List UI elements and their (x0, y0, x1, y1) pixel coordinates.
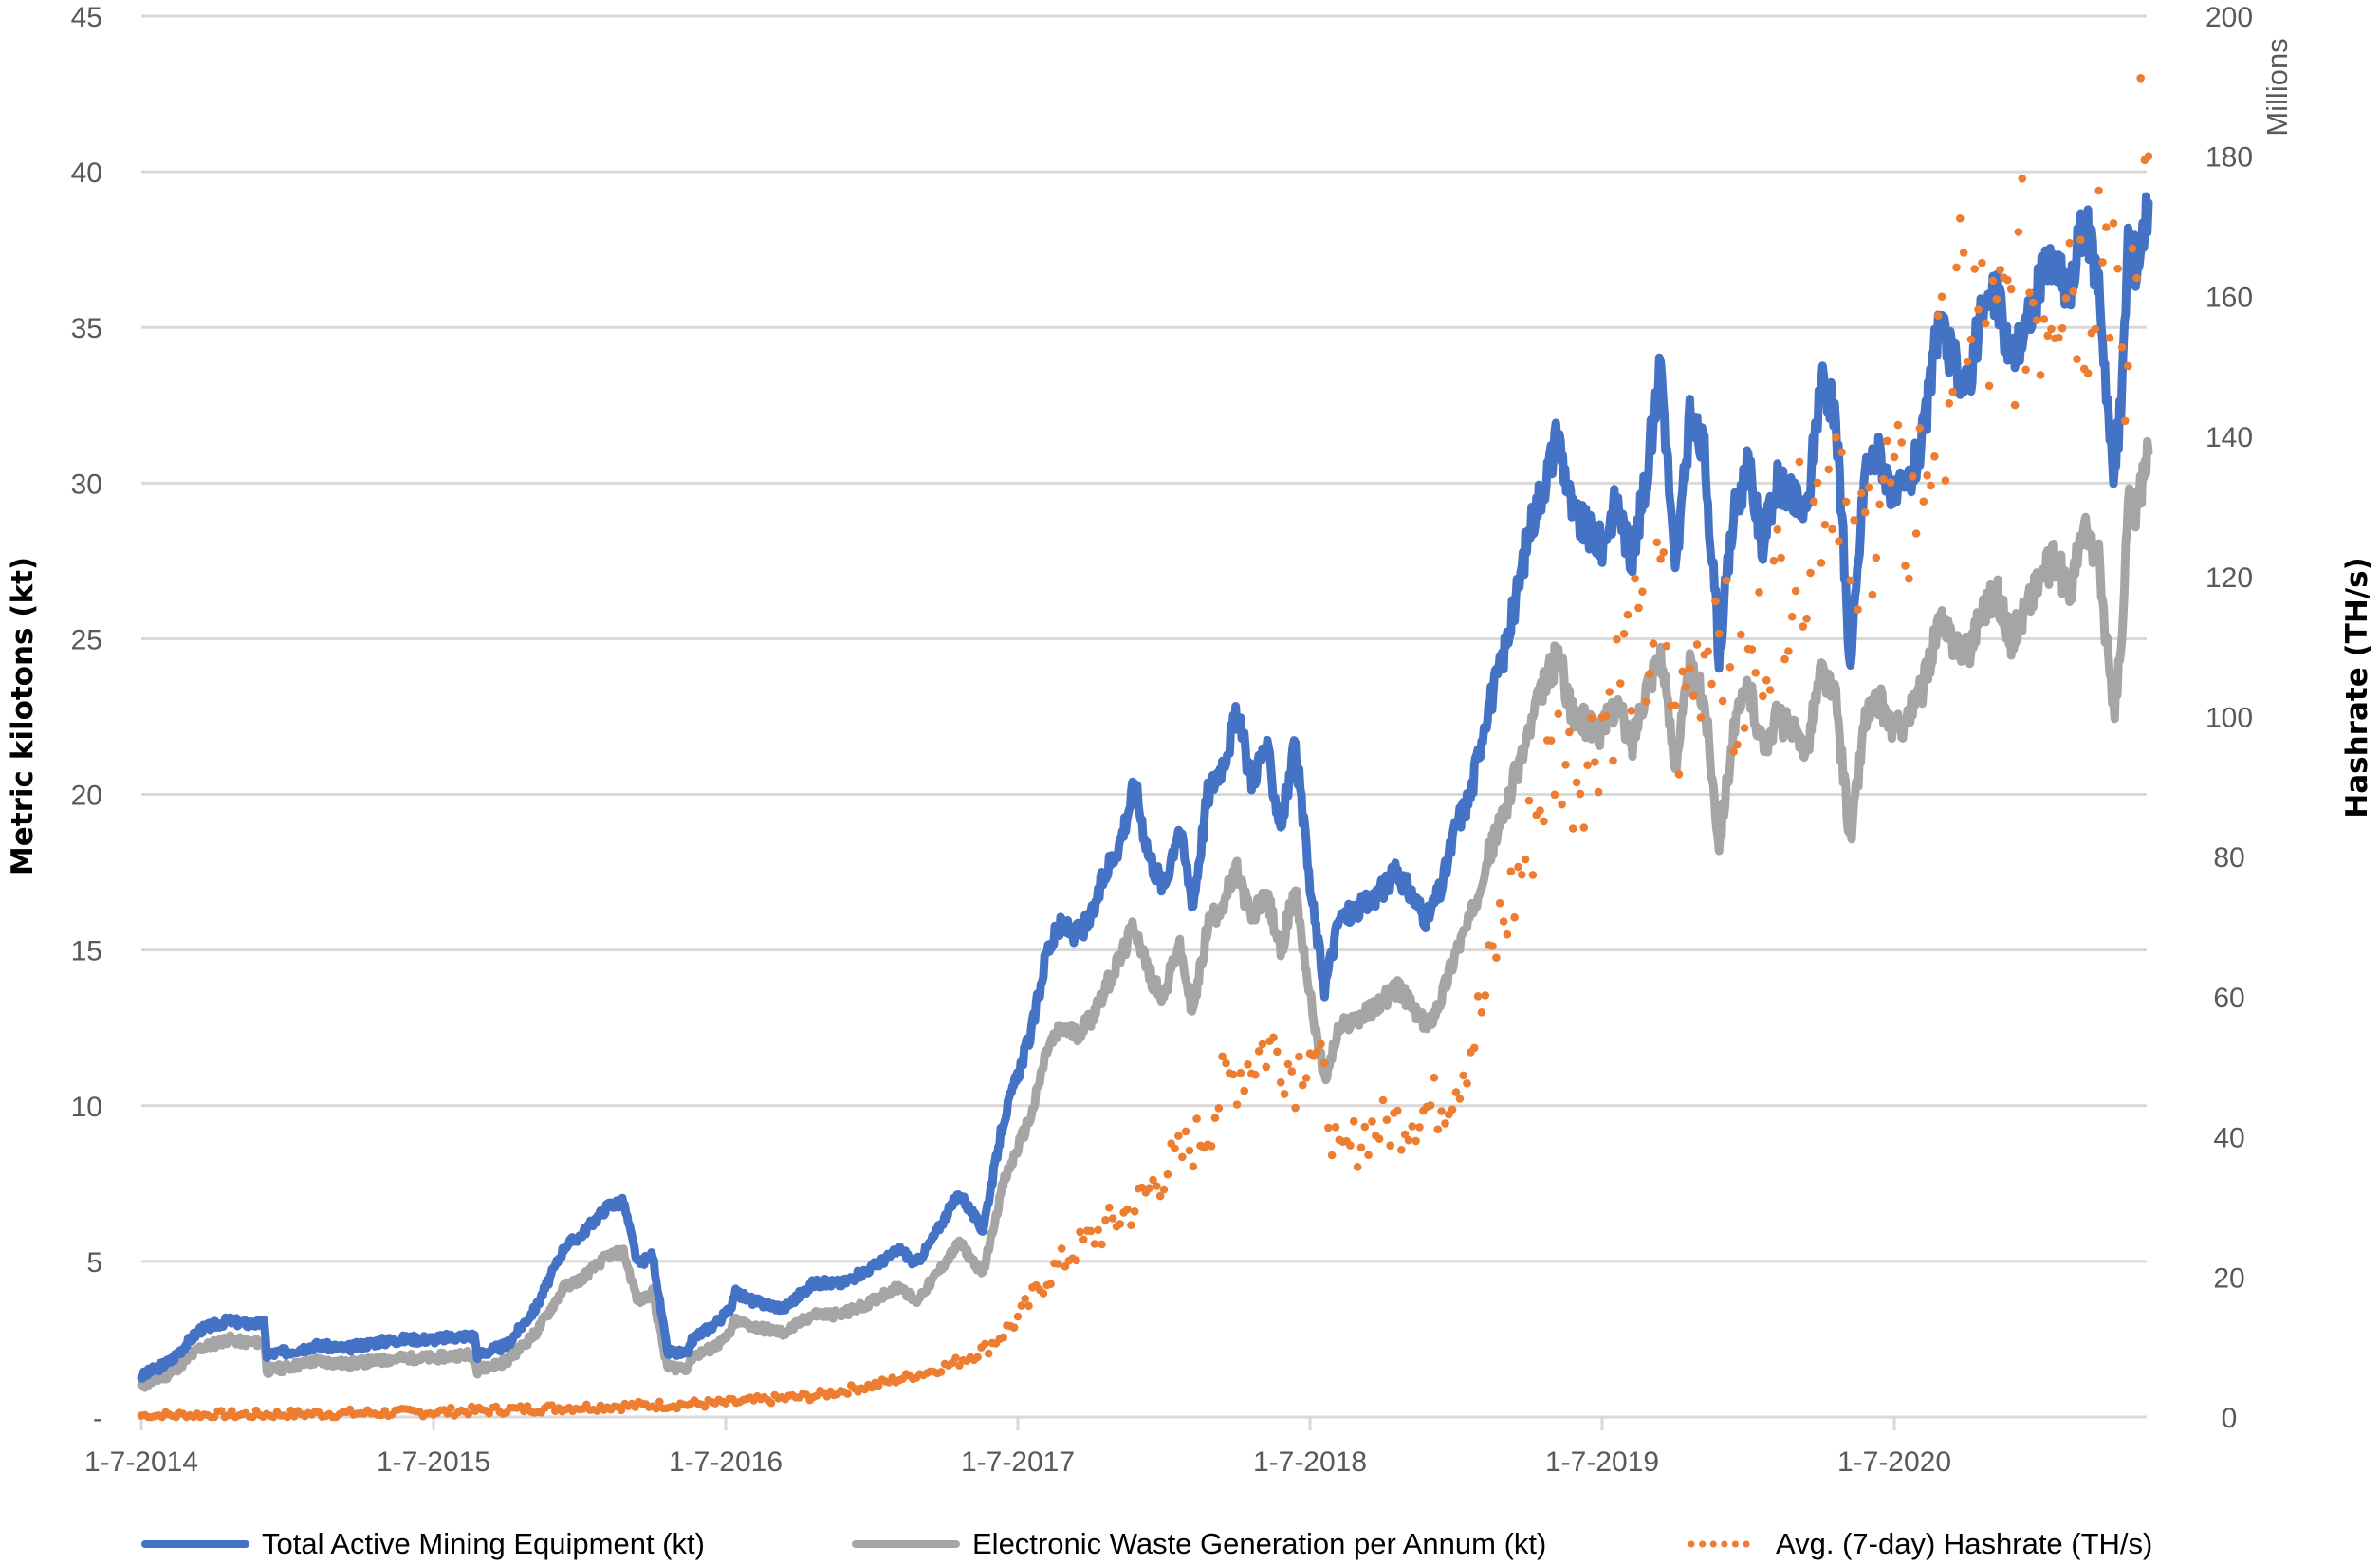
x-tick-label: 1-7-2017 (961, 1446, 1075, 1478)
series-hashrate-dots (137, 74, 2153, 1422)
left-tick-label: 15 (71, 936, 102, 967)
right-tick-label: 200 (2205, 2, 2253, 33)
right-tick-label: 40 (2213, 1123, 2244, 1154)
left-tick-label: 45 (71, 2, 102, 33)
right-tick-label: 160 (2205, 282, 2253, 313)
left-tick-label: 30 (71, 469, 102, 500)
legend-label: Avg. (7-day) Hashrate (TH/s) (1776, 1527, 2152, 1560)
left-tick-label: 10 (71, 1092, 102, 1123)
left-tick-label: 5 (86, 1247, 102, 1279)
x-axis-tick-labels: 1-7-2014 1-7-2015 1-7-2016 1-7-2017 1-7-2018… (84, 1446, 1951, 1478)
right-tick-label: 120 (2205, 562, 2253, 594)
x-tick-label: 1-7-2018 (1253, 1446, 1367, 1478)
x-tick-label: 1-7-2016 (669, 1446, 783, 1478)
series-e-waste-line (137, 436, 2153, 1392)
right-tick-label: 140 (2205, 422, 2253, 453)
right-axis-unit-label: Millions (2260, 38, 2294, 136)
series-mining-equipment-line (137, 192, 2153, 1383)
right-tick-label: 0 (2222, 1403, 2238, 1434)
right-tick-label: 60 (2213, 983, 2244, 1014)
left-axis-title: Metric kilotons (kt) (6, 557, 40, 875)
legend-label: Total Active Mining Equipment (kt) (262, 1527, 705, 1560)
x-tick-label: 1-7-2015 (377, 1446, 490, 1478)
left-axis-tick-labels: - 5 10 15 20 25 30 35 40 45 (71, 2, 102, 1434)
right-axis-tick-labels: 0 20 40 60 80 100 120 140 160 180 200 (2205, 2, 2253, 1434)
left-tick-label: 40 (71, 157, 102, 189)
series-layer (137, 74, 2153, 1422)
left-tick-label: 25 (71, 624, 102, 655)
x-tick-label: 1-7-2014 (84, 1446, 198, 1478)
right-tick-label: 20 (2213, 1262, 2244, 1294)
right-tick-label: 100 (2205, 703, 2253, 734)
legend-item-hashrate[interactable]: Avg. (7-day) Hashrate (TH/s) (1688, 1527, 2152, 1560)
x-tick-label: 1-7-2019 (1545, 1446, 1659, 1478)
x-tick-label: 1-7-2020 (1837, 1446, 1951, 1478)
legend-item-e-waste[interactable]: Electronic Waste Generation per Annum (k… (852, 1527, 1546, 1560)
left-tick-label: - (93, 1403, 102, 1434)
left-tick-label: 20 (71, 781, 102, 812)
x-axis-ticks (139, 1417, 1896, 1430)
left-tick-label: 35 (71, 313, 102, 344)
legend-item-mining-equipment[interactable]: Total Active Mining Equipment (kt) (141, 1527, 705, 1560)
right-axis-title: Hashrate (TH/s) (2340, 557, 2374, 818)
gridlines (141, 14, 2147, 1419)
legend: Total Active Mining Equipment (kt) Elect… (141, 1527, 2152, 1560)
right-tick-label: 80 (2213, 842, 2244, 874)
legend-label: Electronic Waste Generation per Annum (k… (972, 1527, 1546, 1560)
right-tick-label: 180 (2205, 142, 2253, 174)
